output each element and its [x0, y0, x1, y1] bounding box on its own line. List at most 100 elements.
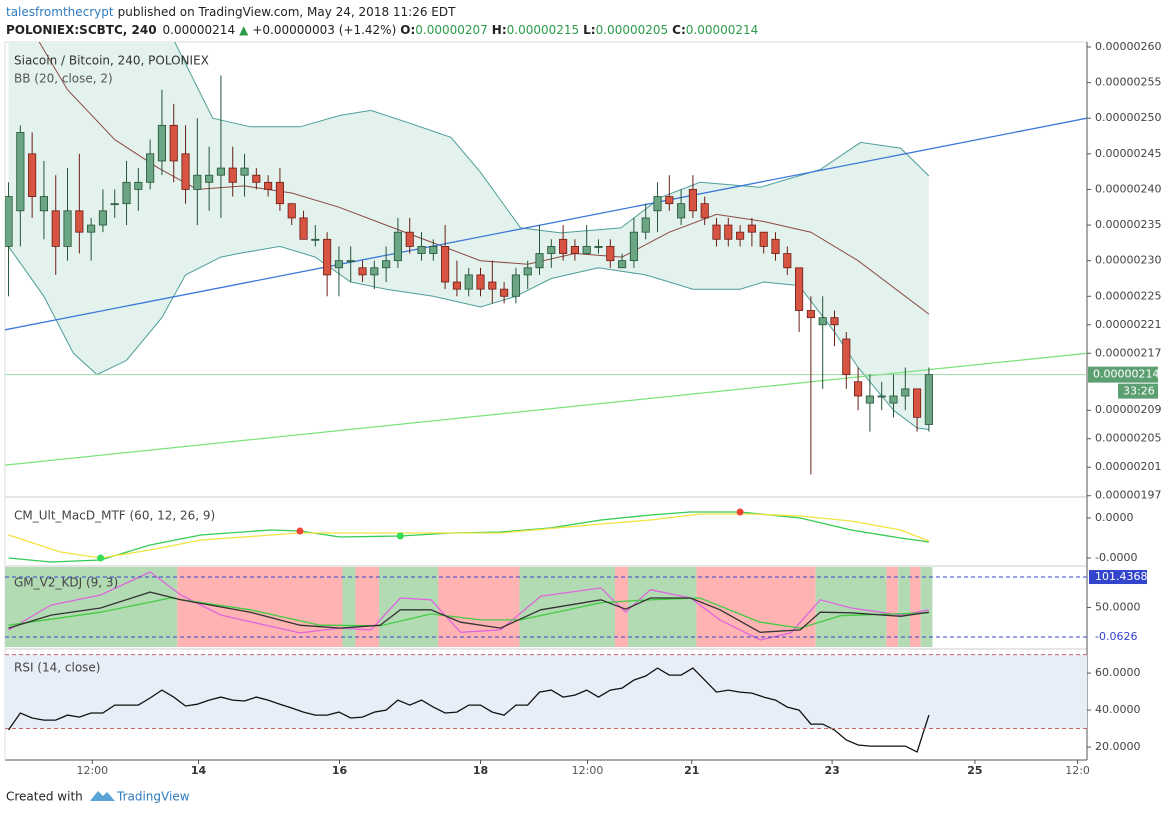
candle-body	[358, 267, 367, 276]
panel	[8, 508, 930, 563]
panel	[5, 654, 1087, 753]
band-line	[38, 42, 930, 315]
y-tick-label: 0.00000240	[1095, 182, 1161, 195]
candle-body	[865, 395, 874, 404]
candle-body	[87, 224, 96, 233]
indicator-title: GM_V2_KDJ (9, 3)	[14, 576, 118, 590]
candle-body	[146, 153, 155, 183]
candle-body	[181, 153, 190, 190]
y-tick-label: 0.00000250	[1095, 111, 1161, 124]
region	[898, 567, 911, 647]
candle-body	[264, 181, 273, 190]
author[interactable]: talesfromthecrypt	[6, 5, 114, 19]
candle-body	[488, 281, 497, 290]
y-tick-label: -0.0000	[1095, 551, 1137, 564]
candle-body	[51, 210, 60, 247]
level-label: -0.0626	[1095, 630, 1137, 643]
candle-body	[736, 231, 745, 240]
candle-body	[157, 124, 166, 162]
candle-body	[16, 132, 25, 212]
candle-body	[535, 253, 544, 269]
ohlc-label: C:	[672, 23, 686, 37]
candle-body	[806, 310, 815, 319]
series-line	[8, 571, 930, 641]
band-line	[174, 42, 930, 234]
candle-body	[500, 288, 509, 297]
candle-body	[594, 246, 603, 248]
last: 0.00000214	[163, 23, 236, 37]
indicator-title: CM_Ult_MacD_MTF (60, 12, 26, 9)	[14, 509, 215, 523]
candle-body	[299, 217, 308, 240]
x-tick-label: 21	[684, 764, 699, 777]
cross-dot	[736, 508, 744, 516]
candle-body	[901, 388, 910, 397]
x-tick-label: 12:0	[1065, 764, 1090, 777]
footer-brand[interactable]: TradingView	[116, 790, 190, 804]
ohlc-value: 0.00000214	[686, 23, 759, 37]
y-tick-label: 0.00000260	[1095, 40, 1161, 53]
candle-body	[28, 153, 37, 197]
candle-body	[393, 231, 402, 262]
region	[910, 567, 921, 647]
logo	[90, 791, 115, 801]
x-tick-label: 25	[967, 764, 982, 777]
level-label: 101.4368	[1095, 570, 1148, 583]
ohlc-value: 0.00000215	[507, 23, 580, 37]
candle-body	[818, 317, 827, 326]
candle-body	[688, 189, 697, 212]
candle-body	[700, 203, 709, 219]
y-tick-label: 0.00000221	[1095, 318, 1161, 331]
y-tick-label: 0.00000235	[1095, 218, 1161, 231]
candle-body	[582, 246, 591, 254]
candle-body	[570, 246, 579, 254]
y-tick-label: 0.00000245	[1095, 147, 1161, 160]
y-tick-label: 0.00000217	[1095, 346, 1161, 359]
candle-body	[547, 246, 556, 254]
candle-body	[889, 395, 898, 404]
ohlc-value: 0.00000205	[596, 23, 669, 37]
candle-body	[323, 238, 332, 276]
candle-body	[134, 181, 143, 190]
footer-created: Created with	[6, 790, 83, 804]
candle-body	[334, 260, 343, 269]
candle-body	[346, 260, 355, 263]
countdown: 33:26	[1123, 385, 1155, 398]
region	[379, 567, 439, 647]
region	[5, 567, 178, 647]
y-tick-label: 50.0000	[1095, 600, 1141, 613]
series-line	[8, 597, 929, 629]
region	[355, 567, 380, 647]
candle-body	[724, 224, 733, 240]
change: +0.00000003 (+1.42%)	[252, 23, 396, 37]
candle-body	[795, 267, 804, 311]
candle-body	[464, 274, 473, 290]
region	[920, 567, 933, 647]
candle-body	[629, 231, 638, 262]
band-fill	[8, 42, 929, 430]
candle-body	[63, 210, 72, 247]
y-tick-label: 0.00000209	[1095, 403, 1161, 416]
candle-body	[842, 338, 851, 376]
candle-body	[98, 210, 107, 226]
trend-line	[5, 352, 1087, 466]
candle-body	[169, 124, 178, 162]
indicator-title: BB (20, close, 2)	[14, 72, 113, 86]
candle-body	[783, 253, 792, 269]
x-tick-label: 23	[824, 764, 839, 777]
last-price-label: 0.00000214	[1093, 368, 1159, 381]
arrow: ▲	[239, 23, 249, 37]
region	[177, 567, 343, 647]
x-tick-label: 16	[332, 764, 348, 777]
candle-body	[205, 174, 214, 183]
y-tick-label: 0.00000225	[1095, 289, 1161, 302]
countdown-box	[1118, 383, 1158, 399]
panel	[5, 567, 933, 647]
series-line	[8, 513, 930, 559]
candle-body	[747, 224, 756, 233]
level-label-box	[1089, 570, 1147, 585]
candle-body	[75, 210, 84, 233]
last-price-box	[1088, 366, 1158, 383]
candle-body	[39, 196, 48, 212]
candle-body	[854, 381, 863, 397]
region	[886, 567, 899, 647]
